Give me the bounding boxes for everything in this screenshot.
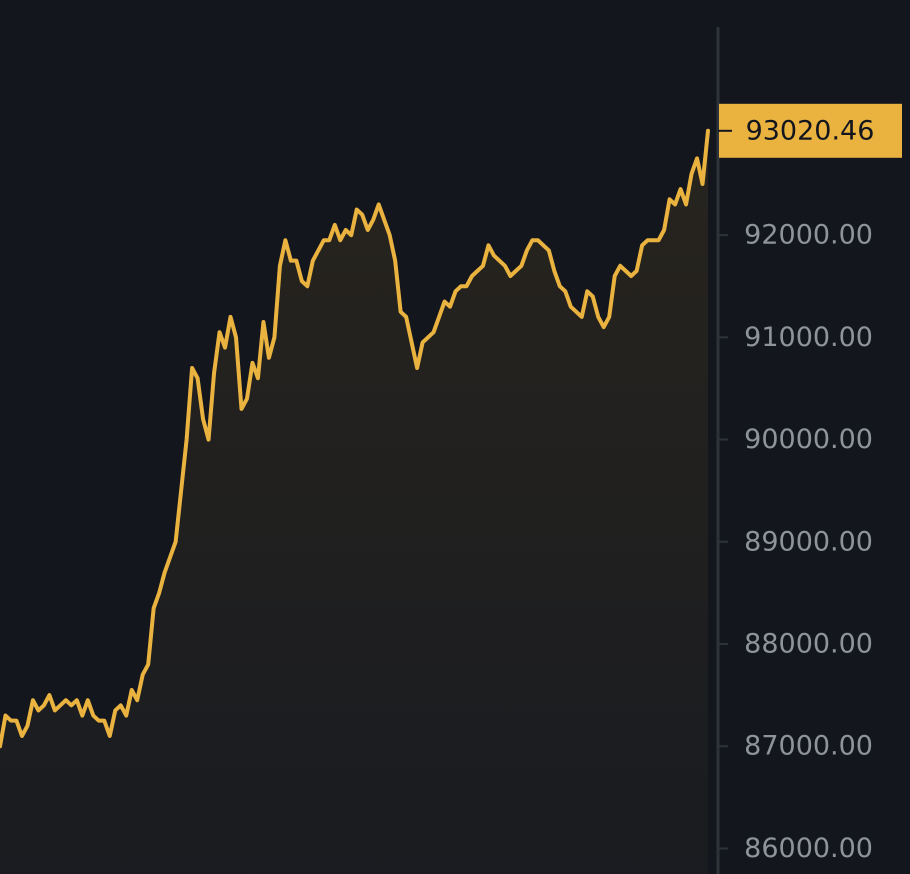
y-tick-label: 88000.00 (744, 629, 873, 660)
y-tick-label: 89000.00 (744, 526, 873, 557)
y-tick-label: 92000.00 (744, 220, 873, 251)
price-line (0, 128, 710, 749)
last-price-label: 93020.46 (746, 115, 875, 146)
y-tick-label: 90000.00 (744, 424, 873, 455)
y-tick-label: 86000.00 (744, 833, 873, 864)
y-tick-label: 91000.00 (744, 322, 873, 353)
series-area-fill (0, 130, 708, 874)
last-price-tag (719, 103, 902, 158)
y-tick-label: 87000.00 (744, 731, 873, 762)
